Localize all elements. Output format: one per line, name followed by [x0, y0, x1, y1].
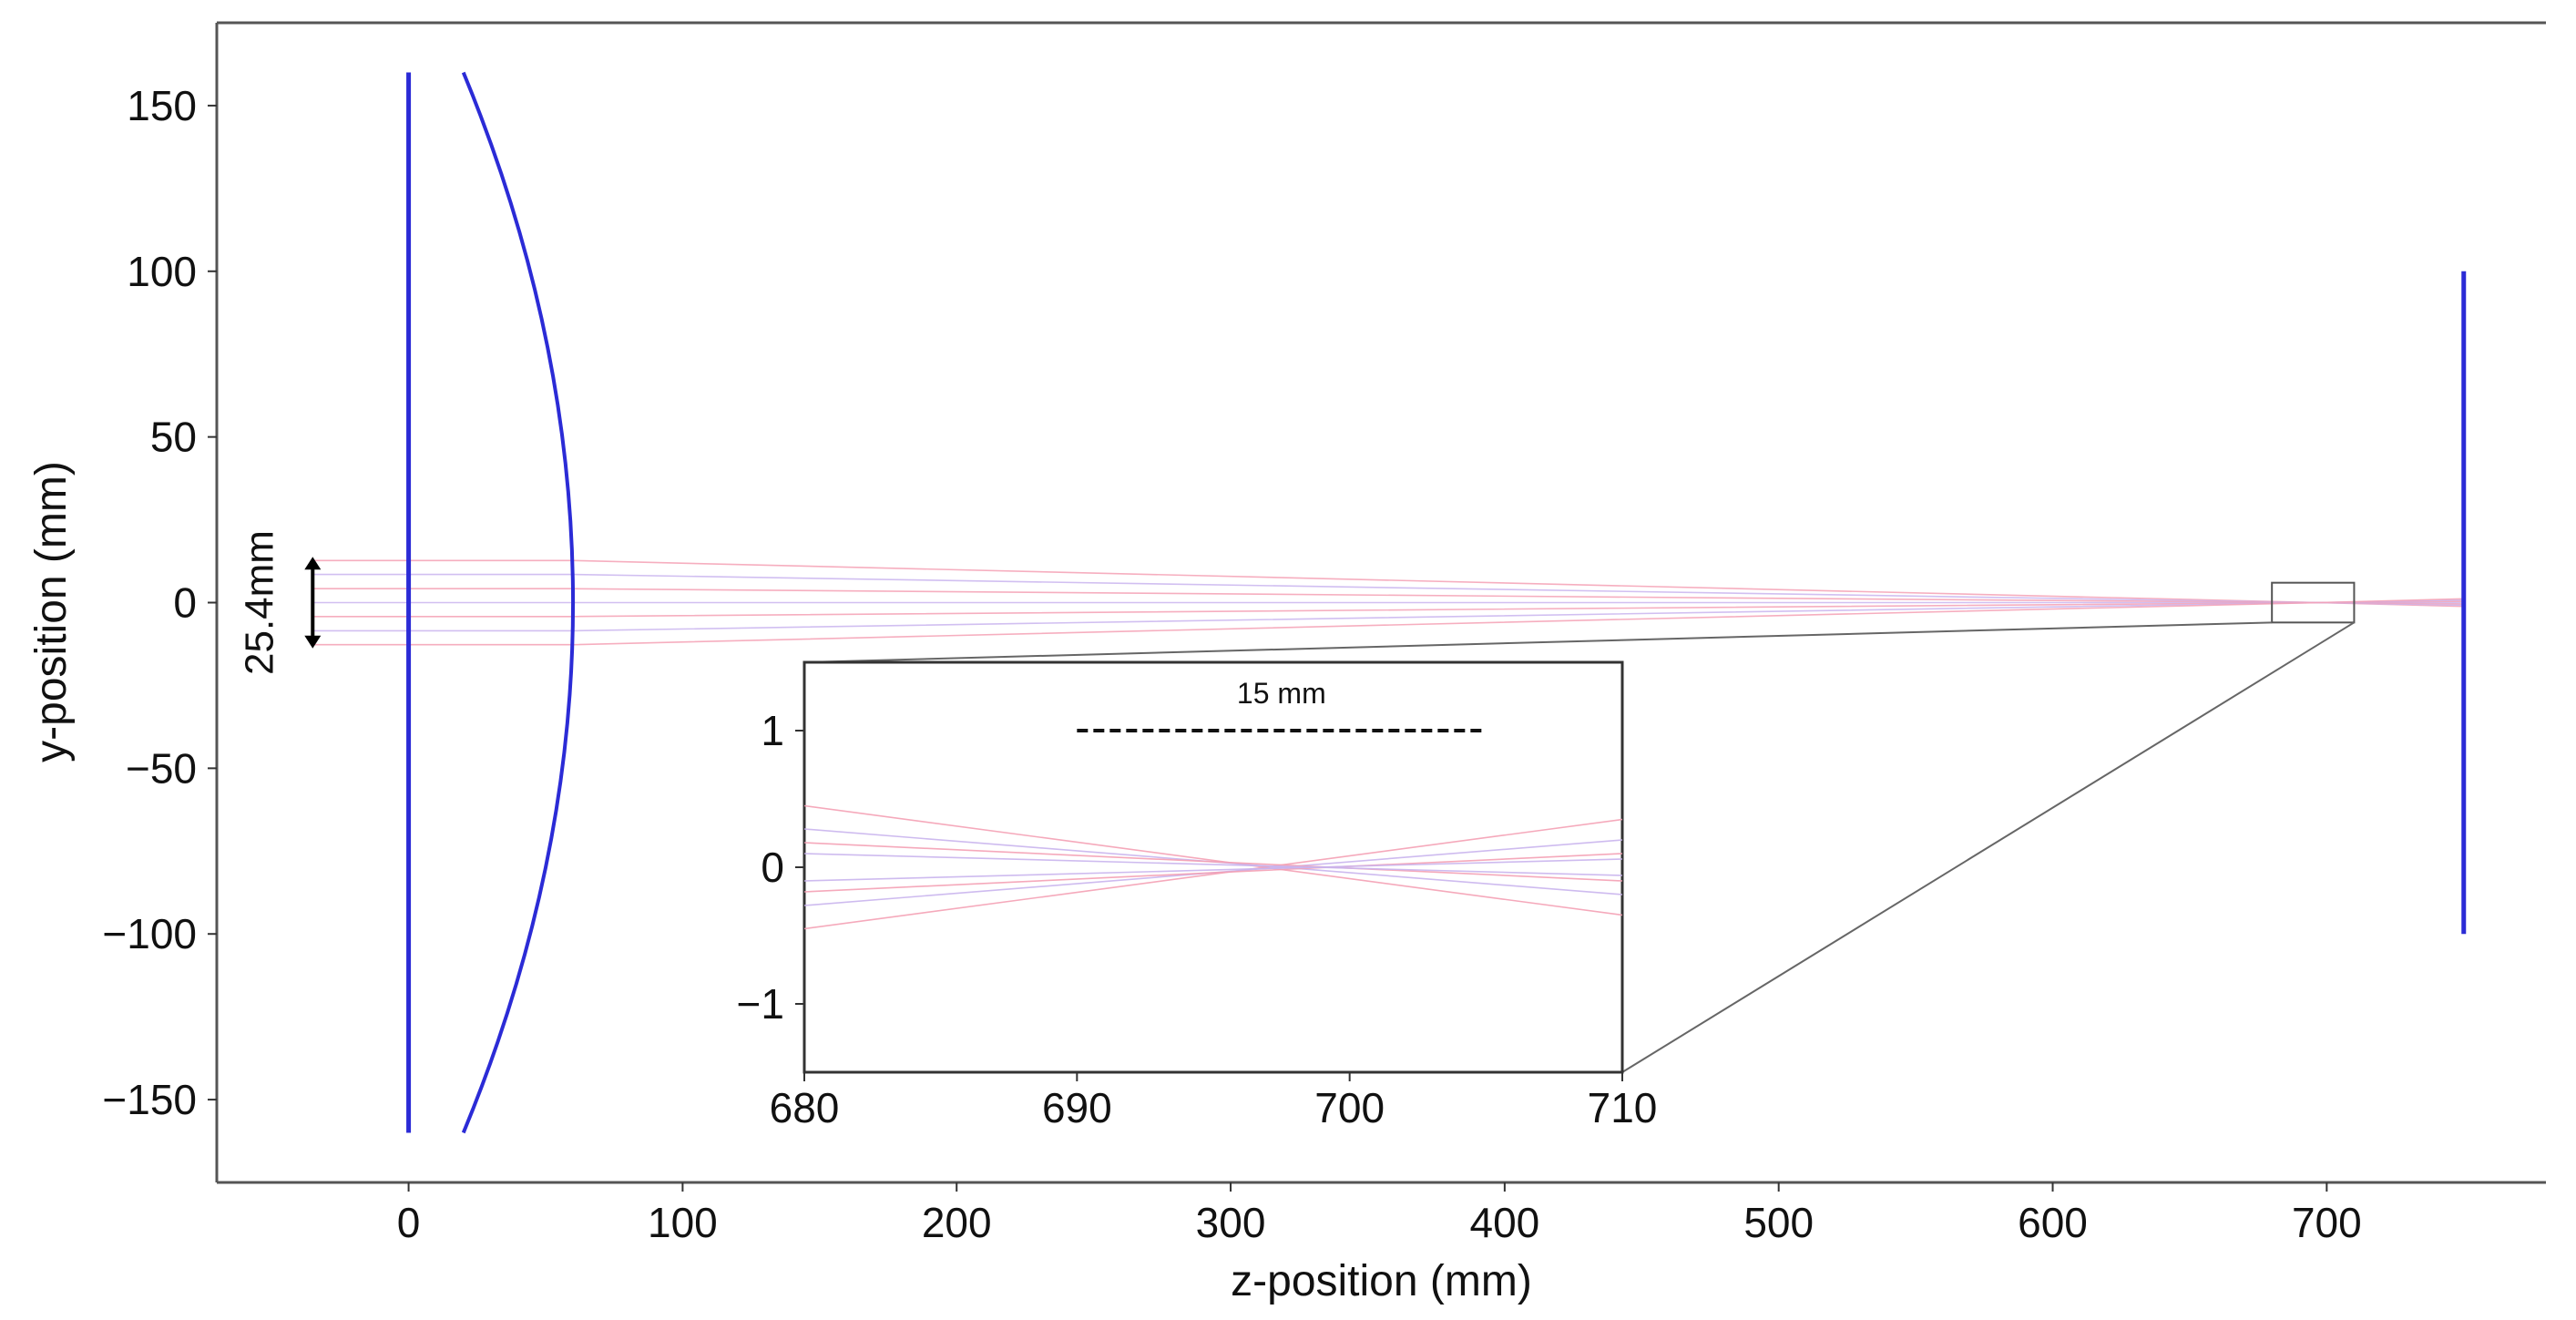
y-tick-label: 100: [127, 248, 197, 295]
inset-x-tick-label: 700: [1314, 1084, 1385, 1131]
inset-x-tick-label: 710: [1588, 1084, 1658, 1131]
inset-connector-line: [803, 621, 2273, 663]
inset-connector-line: [1621, 621, 2355, 1073]
ray-path: [312, 600, 2464, 618]
x-tick-label: 700: [2292, 1199, 2362, 1246]
zoom-region-box: [2271, 581, 2356, 624]
main-plot: 0 100 200 300 400 500 600 700150100500−50−100−1…: [27, 21, 2546, 1305]
x-tick-label: 200: [922, 1199, 992, 1246]
y-tick-label: −150: [102, 1076, 197, 1123]
inset-ray: [803, 804, 1623, 916]
x-tick-label: 0: [397, 1199, 421, 1246]
x-tick-label: 300: [1196, 1199, 1266, 1246]
scale-bar-label: 15 mm: [1237, 677, 1326, 710]
beam-arrow-head-bottom: [304, 635, 322, 649]
inset-ray: [803, 858, 1623, 882]
x-tick-label: 500: [1743, 1199, 1814, 1246]
inset-ray: [803, 842, 1623, 882]
inset-plot: 680 690 700 710 1 0 −1 15 mm: [737, 621, 2355, 1131]
x-tick-label: 600: [2018, 1199, 2088, 1246]
inset-ray: [803, 853, 1623, 876]
inset-y-tick-label: 0: [761, 844, 784, 891]
y-tick-label: −50: [126, 744, 197, 792]
inset-ray: [803, 853, 1623, 893]
inset-x-tick-label: 680: [770, 1084, 840, 1131]
inset-y-tick-label: 1: [761, 707, 784, 754]
x-axis-title: z-position (mm): [1231, 1257, 1532, 1305]
y-tick-label: 0: [173, 579, 197, 627]
inset-y-tick-label: −1: [737, 980, 784, 1028]
y-tick-label: −100: [102, 910, 197, 957]
ray-path: [312, 598, 2464, 646]
inset-frame: [802, 660, 1624, 1074]
x-tick-label: 100: [648, 1199, 718, 1246]
y-tick-label: 150: [127, 82, 197, 129]
beam-arrow-head-top: [304, 557, 322, 570]
inset-ray: [803, 818, 1623, 930]
inset-x-tick-label: 690: [1042, 1084, 1112, 1131]
y-tick-label: 50: [150, 414, 197, 461]
ray-path: [312, 588, 2464, 605]
y-axis-title: y-position (mm): [27, 461, 76, 762]
curved-mirror: [461, 71, 576, 1134]
beam-diameter-label: 25.4mm: [237, 530, 281, 675]
x-tick-label: 400: [1469, 1199, 1539, 1246]
